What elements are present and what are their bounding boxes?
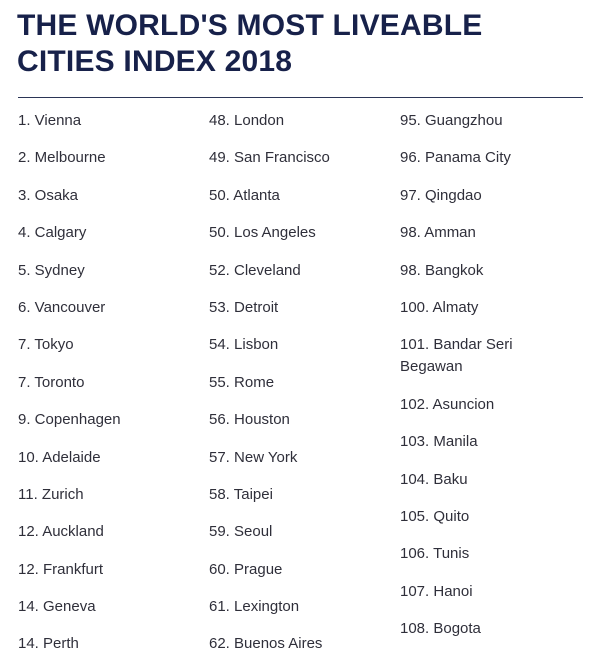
list-item: 4. Calgary <box>18 224 87 242</box>
list-item: 95. Guangzhou <box>400 112 503 129</box>
list-item: 61. Lexington <box>209 598 300 616</box>
list-item: 56. Houston <box>209 411 290 429</box>
list-item: 7. Tokyo <box>18 336 74 354</box>
list-item: 58. Taipei <box>209 485 273 503</box>
list-item: 50. Atlanta <box>209 186 280 204</box>
list-item: 52. Cleveland <box>209 261 301 279</box>
ranking-column-1: 1. Vienna 2. Melbourne 3. Osaka 4. Calga… <box>18 110 121 671</box>
list-item: 101. Bandar Seri Begawan <box>400 336 513 376</box>
list-item: 49. San Francisco <box>209 149 330 167</box>
list-item: 57. New York <box>209 448 298 466</box>
title-line-2: CITIES INDEX 2018 <box>17 45 293 78</box>
title-line-1: THE WORLD'S MOST LIVEABLE <box>17 9 483 42</box>
list-item: 12. Frankfurt <box>18 560 104 578</box>
list-item: 108. Bogota <box>400 620 481 638</box>
list-item: 103. Manila <box>400 433 478 451</box>
list-item: 50. Los Angeles <box>209 224 316 242</box>
list-item: 98. Bangkok <box>400 261 484 279</box>
list-item: 54. Lisbon <box>209 336 279 354</box>
list-item: 106. Tunis <box>400 545 470 563</box>
list-item: 62. Buenos Aires <box>209 635 323 653</box>
list-item: 59. Seoul <box>209 523 273 541</box>
list-item: 9. Copenhagen <box>18 411 121 429</box>
list-item: 53. Detroit <box>209 298 279 316</box>
list-item: 60. Prague <box>209 560 283 578</box>
list-item: 105. Quito <box>400 507 470 525</box>
list-item: 100. Almaty <box>400 298 479 316</box>
list-item: 2. Melbourne <box>18 149 106 167</box>
list-item: 102. Asuncion <box>400 395 495 413</box>
list-item: 10. Adelaide <box>18 448 101 466</box>
list-item: 6. Vancouver <box>18 298 106 316</box>
list-item: 97. Qingdao <box>400 186 482 204</box>
title-divider <box>18 97 583 98</box>
list-item: 5. Sydney <box>18 261 85 279</box>
list-item: 48. London <box>209 112 285 129</box>
list-item: 55. Rome <box>209 373 275 391</box>
list-item: 104. Baku <box>400 470 468 488</box>
list-item: 7. Toronto <box>18 373 85 391</box>
list-item: 98. Amman <box>400 224 476 242</box>
list-item: 14. Perth <box>18 635 79 653</box>
page-title: THE WORLD'S MOST LIVEABLE CITIES INDEX 2… <box>17 8 587 80</box>
list-item: 14. Geneva <box>18 598 96 616</box>
list-item: 1. Vienna <box>18 112 82 129</box>
list-item: 96. Panama City <box>400 149 511 167</box>
ranking-column-2: 48. London 49. San Francisco 50. Atlanta… <box>209 110 330 671</box>
ranking-column-3: 95. Guangzhou 96. Panama City 97. Qingda… <box>400 110 550 655</box>
list-item: 11. Zurich <box>18 485 84 503</box>
list-item: 3. Osaka <box>18 186 79 204</box>
list-item: 12. Auckland <box>18 523 104 541</box>
list-item: 107. Hanoi <box>400 582 473 600</box>
